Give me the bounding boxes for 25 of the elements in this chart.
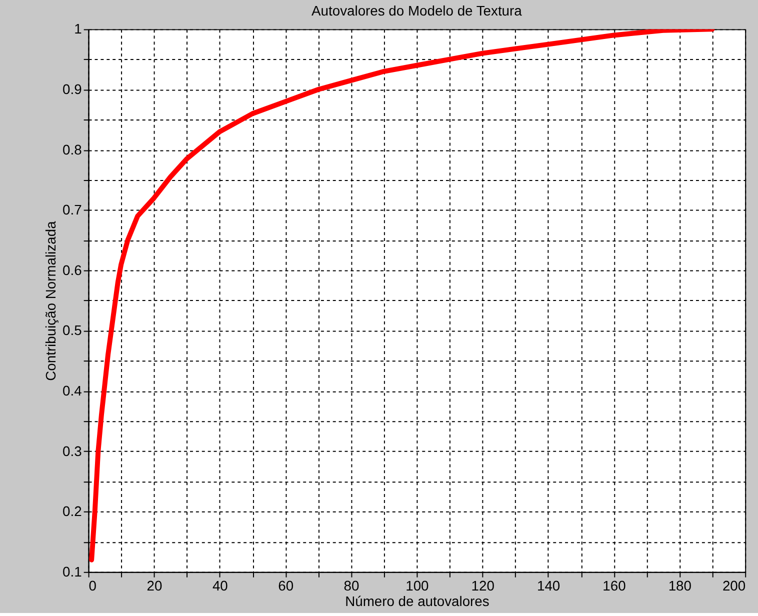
chart-title: Autovalores do Modelo de Textura [312,2,522,18]
x-tick-label: 140 [536,577,560,594]
x-tick-label: 60 [278,577,294,594]
y-tick-label: 0.5 [62,322,82,338]
y-tick-label: 0.1 [62,563,82,580]
x-tick-label: 20 [146,577,162,594]
x-tick-label: 180 [668,577,692,594]
x-tick-label: 0 [88,577,97,594]
y-tick-label: 0.4 [62,382,82,398]
y-tick-label: 0.6 [62,262,82,278]
y-axis-title: Contribuição Normalizada [42,220,59,381]
x-tick-label: 120 [471,577,495,594]
y-tick-label: 0.3 [62,442,82,459]
x-tick-label: 40 [212,577,228,594]
y-tick-label: 0.7 [62,202,82,218]
x-axis-title: Número de autovalores [345,593,490,610]
x-tick-label: 100 [406,577,430,594]
y-tick-label: 0.2 [62,503,82,520]
x-tick-label: 160 [602,577,626,594]
x-tick-label: 200 [722,577,746,594]
y-tick-label: 0.8 [62,141,82,158]
y-tick-label: 1 [74,20,82,37]
line-series [89,29,715,562]
x-tick-label: 80 [344,577,360,594]
y-tick-label: 0.9 [62,80,82,97]
